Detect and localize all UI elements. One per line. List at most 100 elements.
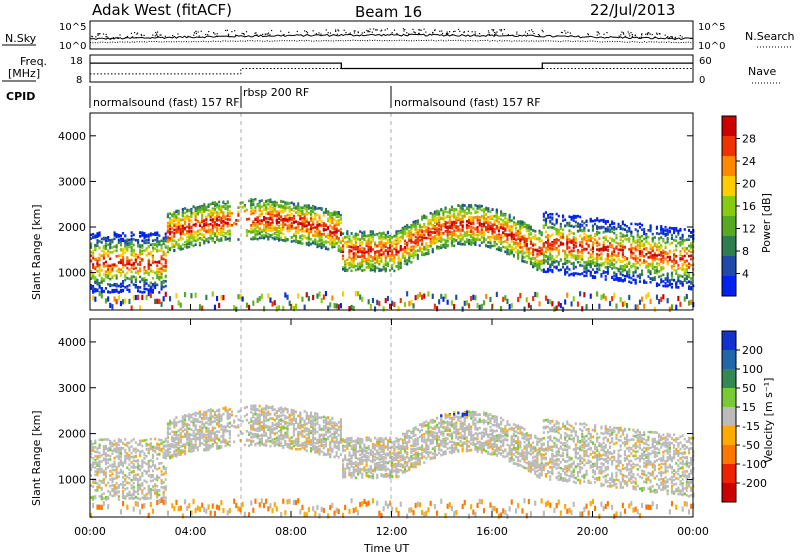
range-cell [517,253,520,256]
range-cell [587,243,590,247]
range-cell [201,204,204,208]
range-cell [177,217,180,220]
range-cell [352,237,355,240]
range-cell [211,218,214,221]
range-cell [117,254,120,258]
range-cell [495,208,498,212]
range-cell [162,296,165,302]
range-cell [198,236,201,240]
range-cell [395,231,398,234]
range-cell [440,208,443,211]
range-cell [495,237,498,241]
range-cell [365,242,368,245]
range-cell [474,233,477,236]
range-cell [401,234,404,238]
range-cell [218,232,221,236]
range-cell [154,232,157,236]
range-cell [403,250,406,254]
range-cell [403,225,406,229]
nsky-point [654,36,657,38]
range-cell [164,274,167,278]
range-cell [307,211,310,215]
range-cell [184,217,187,220]
range-cell [329,224,332,227]
range-cell [104,270,107,273]
range-cell [258,219,261,222]
range-cell [386,252,389,256]
range-cell [149,263,152,267]
range-cell [190,236,193,240]
range-cell [602,240,605,244]
range-cell [235,306,238,312]
range-cell [96,278,99,282]
range-cell [406,259,409,263]
range-cell [107,268,110,271]
range-cell [510,246,513,249]
range-cell [515,250,518,254]
range-cell [423,230,426,233]
nsky-point [119,34,121,36]
range-cell [186,246,189,249]
radar-title: Adak West (fitACF) [92,1,232,19]
range-cell [442,238,445,241]
range-cell [139,244,142,247]
range-cell [442,232,445,235]
range-cell [98,231,101,234]
range-cell [198,221,201,225]
range-cell [104,264,107,268]
range-cell [412,241,415,244]
range-cell [126,288,129,291]
range-cell [151,283,154,286]
range-cell [508,304,511,310]
range-cell [130,240,133,243]
range-cell [512,235,515,238]
nsky-point [371,31,373,33]
range-cell [397,264,400,267]
range-cell [611,246,614,249]
nsky-point [516,33,518,35]
range-cell [483,216,486,220]
range-cell [303,230,306,233]
range-cell [175,216,178,219]
range-cell [126,238,129,241]
range-cell [395,234,398,237]
range-cell [572,243,575,247]
range-cell [500,213,503,217]
range-cell [211,207,214,210]
range-cell [472,216,475,219]
range-cell [472,221,475,225]
range-cell [109,246,112,249]
range-cell [378,269,381,273]
range-cell [374,255,377,258]
nsky-point [564,30,566,32]
range-cell [493,219,496,222]
nsky-point [569,32,571,34]
range-cell [483,300,486,306]
range-cell [532,253,535,256]
range-cell [576,260,579,264]
range-cell [307,204,310,207]
range-cell [423,293,426,299]
range-cell [374,306,377,312]
range-cell [277,210,280,213]
range-cell [162,242,165,246]
nsky-point [622,32,624,34]
range-cell [147,273,150,277]
range-cell [557,214,560,218]
range-cell [139,263,142,267]
range-cell [508,215,511,219]
range-cell [536,252,539,256]
range-cell [352,305,355,311]
range-cell [299,215,302,218]
range-cell [502,296,505,302]
range-cell [310,206,313,210]
range-cell [453,209,456,212]
range-cell [113,234,116,237]
range-cell [604,265,607,269]
nsky-point [325,29,327,31]
range-cell [551,248,554,251]
range-cell [346,263,349,266]
range-cell [444,207,447,210]
range-cell [579,241,582,244]
range-cell [348,238,351,241]
